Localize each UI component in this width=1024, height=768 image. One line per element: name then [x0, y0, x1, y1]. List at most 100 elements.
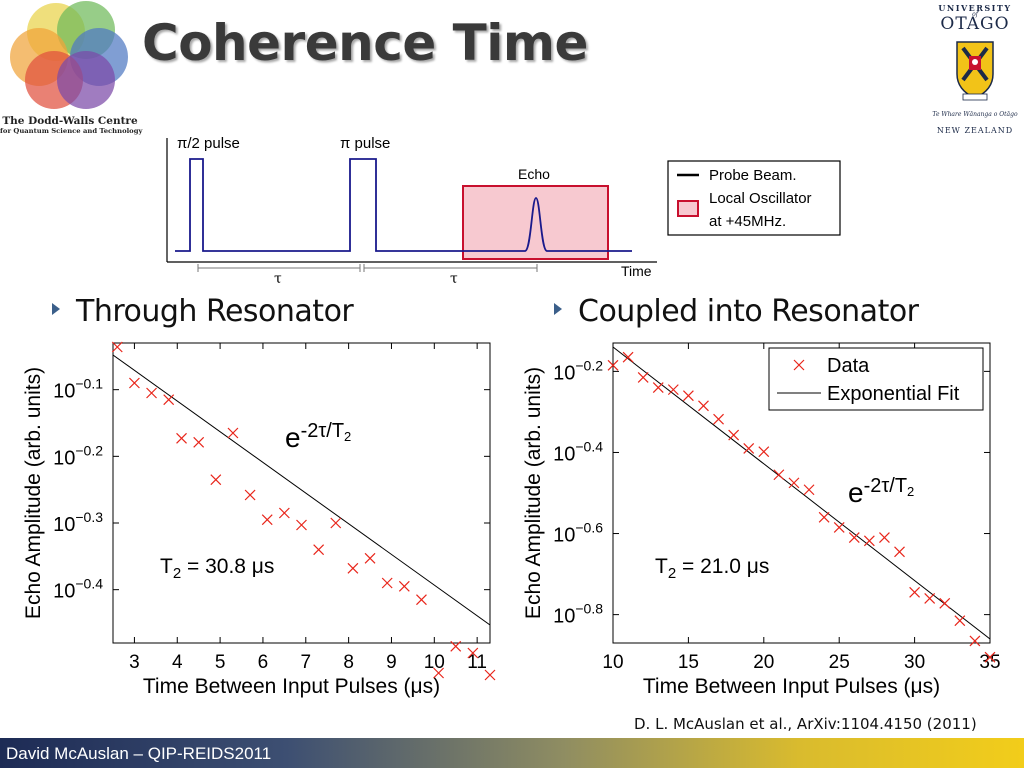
y-tick-label: 10−0.2: [553, 357, 603, 384]
chart-through-resonator: 3 4 5 6 7 8 9 10 11 10−0.1 10−0.2 10−0.3 10−0.4 Time …: [22, 341, 496, 698]
x-tick-label: 20: [753, 652, 774, 673]
legend-local-oscillator: Local Oscillator: [709, 190, 812, 207]
data-point: [939, 597, 951, 609]
chart-coupled-into-resonator: 10 15 20 25 30 35 10−0.2 10−0.4 10−0.6 10−0.8 Time…: [522, 342, 1001, 698]
pi-pulse-label: π pulse: [340, 135, 390, 152]
data-point: [818, 511, 830, 523]
data-point: [398, 580, 410, 592]
bullet-arrow-icon: [554, 303, 562, 315]
x-tick-label: 3: [129, 652, 140, 673]
org-subtitle: for Quantum Science and Technology: [0, 127, 143, 135]
data-point: [381, 577, 393, 589]
y-axis-label: Echo Amplitude (arb. units): [22, 367, 45, 619]
y-tick-label: 10−0.2: [53, 442, 103, 469]
fit-equation-label: e-2τ/T2: [285, 420, 351, 453]
data-point: [848, 532, 860, 544]
data-point: [924, 592, 936, 604]
data-point: [347, 562, 359, 574]
footer-text: David McAuslan – QIP-REIDS2011: [6, 744, 272, 763]
fit-line: [113, 354, 490, 626]
legend-fit-label: Exponential Fit: [827, 383, 960, 405]
data-point: [622, 351, 634, 363]
data-point: [193, 436, 205, 448]
data-point: [111, 341, 123, 353]
data-point: [330, 517, 342, 529]
data-point: [146, 387, 157, 399]
x-tick-label: 15: [678, 652, 699, 673]
dodd-walls-circles-icon: [10, 1, 128, 109]
data-point: [313, 544, 325, 556]
data-point: [416, 594, 427, 606]
otago-country: NEW ZEALAND: [936, 126, 1014, 135]
data-point: [863, 535, 875, 547]
data-point: [682, 390, 694, 402]
x-axis-label: Time Between Input Pulses (μs): [143, 675, 440, 698]
echo-label: Echo: [518, 166, 550, 182]
x-tick-label: 35: [979, 652, 1000, 673]
plot-area: [613, 346, 990, 640]
y-tick-label: 10−0.6: [553, 520, 603, 547]
y-tick-label: 10−0.3: [53, 509, 103, 536]
data-point: [894, 546, 905, 558]
data-point: [879, 532, 890, 544]
plot-area: [113, 354, 490, 626]
data-point: [433, 667, 445, 679]
t2-value-label: T2 = 30.8 μs: [160, 555, 274, 582]
otago-of: of: [972, 11, 978, 18]
data-point: [788, 477, 800, 489]
otago-logo: UNIVERSITY of OTAGO Te Whare Wānanga o O…: [926, 0, 1024, 140]
x-tick-label: 25: [829, 652, 850, 673]
x-axis-label: Time Between Input Pulses (μs): [643, 675, 940, 698]
x-tick-label: 5: [215, 652, 226, 673]
bullet-text: Through Resonator: [76, 294, 354, 329]
x-tick-label: 10: [424, 652, 445, 673]
y-tick-label: 10−0.4: [553, 438, 603, 465]
data-point: [909, 586, 921, 598]
data-point: [227, 427, 239, 439]
data-point: [278, 507, 290, 519]
data-point: [484, 669, 496, 681]
bullet-through-resonator: Through Resonator: [52, 294, 354, 329]
x-tick-label: 11: [467, 652, 487, 673]
dodd-walls-logo: The Dodd-Walls Centre for Quantum Scienc…: [0, 0, 143, 140]
x-tick-label: 9: [386, 652, 397, 673]
otago-maori-name: Te Whare Wānanga o Otāgo: [932, 111, 1018, 118]
chart-legend: [768, 347, 984, 411]
x-tick-label: 7: [300, 652, 311, 673]
x-tick-label: 30: [904, 652, 925, 673]
data-point: [364, 552, 376, 564]
x-tick-label: 10: [602, 652, 623, 673]
y-tick-label: 10−0.4: [53, 576, 103, 603]
echo-window: [462, 185, 609, 260]
data-point: [773, 469, 785, 481]
legend-probe-beam: Probe Beam.: [709, 167, 797, 184]
data-point: [969, 635, 981, 647]
probe-trace: [175, 158, 632, 252]
otago-university: UNIVERSITY: [938, 3, 1012, 13]
data-point: [652, 382, 664, 394]
otago-crest-icon: [956, 41, 994, 101]
x-tick-label: 4: [172, 652, 183, 673]
x-tick-label: 8: [343, 652, 354, 673]
data-point: [758, 446, 770, 458]
bullet-text: Coupled into Resonator: [578, 294, 919, 329]
data-point: [261, 514, 273, 526]
legend-frequency: at +45MHz.: [709, 213, 786, 230]
bullet-arrow-icon: [52, 303, 60, 315]
footer-bar: David McAuslan – QIP-REIDS2011: [0, 738, 1024, 768]
data-point: [467, 647, 479, 659]
fit-line: [613, 346, 990, 640]
data-point: [803, 484, 815, 496]
legend-data-label: Data: [827, 355, 870, 377]
data-point: [637, 372, 649, 383]
y-tick-label: 10−0.1: [53, 376, 103, 403]
data-point: [833, 522, 845, 533]
data-point: [163, 394, 175, 406]
legend-data-marker: [793, 359, 805, 371]
data-point: [296, 519, 307, 531]
tau-label-2: τ: [450, 271, 458, 285]
otago-name: OTAGO: [940, 14, 1010, 34]
fit-equation-label: e-2τ/T2: [848, 475, 914, 508]
data-point: [667, 384, 679, 396]
t2-value-label: T2 = 21.0 μs: [655, 555, 769, 582]
